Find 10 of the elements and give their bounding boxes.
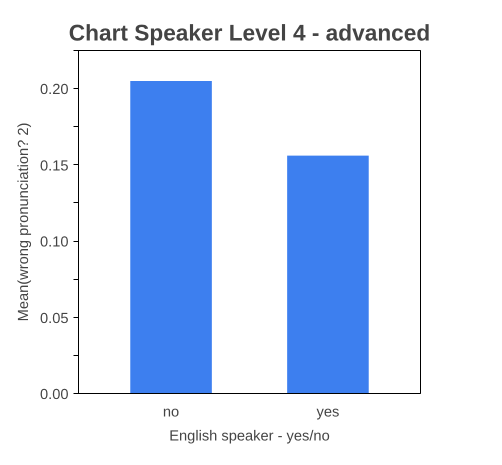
y-tick-label: 0.05 xyxy=(40,310,69,327)
y-tick-label: 0.00 xyxy=(40,387,69,403)
x-tick-label: no xyxy=(162,404,180,420)
chart-title: Chart Speaker Level 4 - advanced xyxy=(68,20,430,46)
x-axis-title: English speaker - yes/no xyxy=(169,428,330,444)
y-tick-label: 0.20 xyxy=(40,82,69,98)
y-tick-label: 0.10 xyxy=(40,234,69,251)
y-tick-label: 0.15 xyxy=(40,158,69,174)
y-axis-title: Mean(wrong pronunciation? 2) xyxy=(16,122,32,322)
x-tick-label: yes xyxy=(316,404,340,420)
